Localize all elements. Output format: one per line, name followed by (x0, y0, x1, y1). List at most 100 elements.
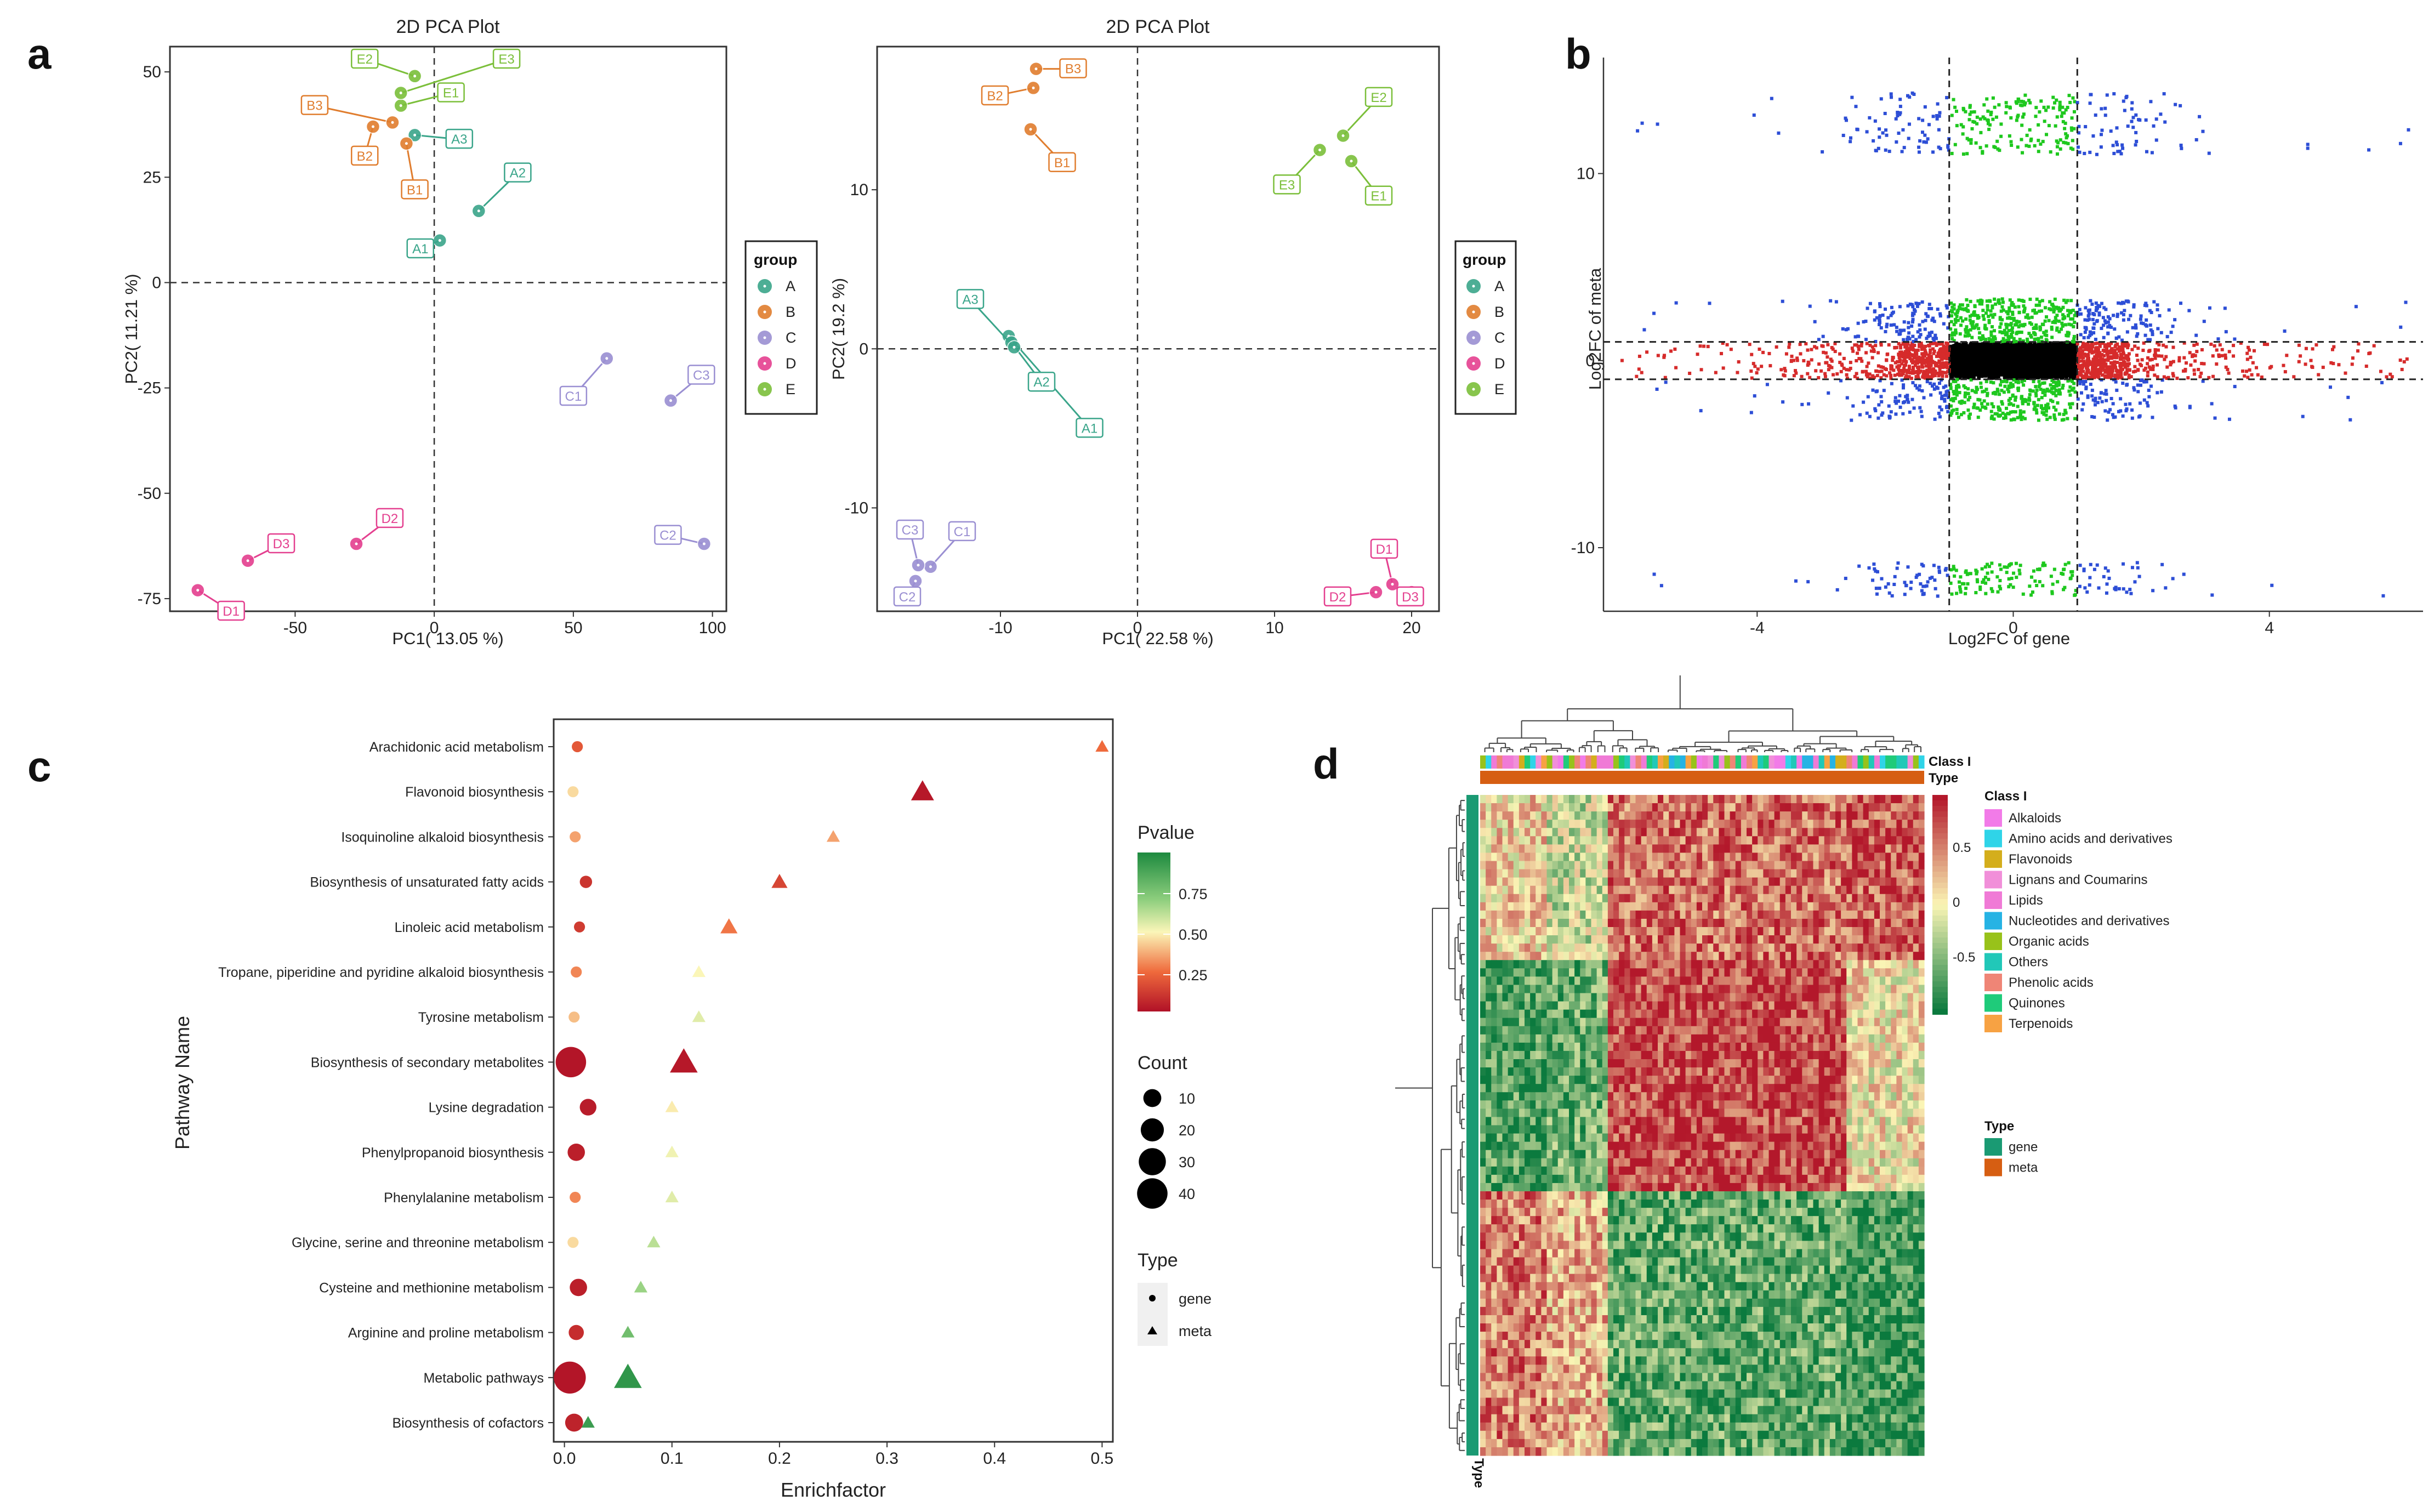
scatter-b-point (2153, 350, 2157, 354)
scatter-b-point (2398, 358, 2402, 362)
scatter-b-point (2188, 405, 2192, 408)
column-dendrogram (1484, 675, 1921, 752)
scatter-b-point (1849, 361, 1852, 365)
scatter-b-point (2123, 109, 2126, 112)
scatter-b-point (1935, 343, 1938, 347)
scatter-b-point (1669, 349, 1673, 353)
scatter-b-point (1935, 361, 1938, 365)
scatter-b-point (2037, 397, 2040, 401)
scatter-b-point (1853, 374, 1857, 378)
scatter-b-point (2007, 412, 2011, 416)
scatter-b-point (2009, 418, 2013, 422)
scatter-b-point (2189, 363, 2193, 367)
scatter-b-point (1817, 338, 1821, 342)
scatter-b-point (2034, 385, 2038, 389)
scatter-b-point (2066, 105, 2069, 109)
scatter-b-point (2032, 376, 2036, 380)
scatter-b-point (1879, 365, 1883, 369)
scatter-b-point (2090, 415, 2094, 419)
scatter-b-point (2119, 361, 2123, 365)
scatter-b-point (2090, 302, 2094, 306)
label-C1: C1 (954, 525, 971, 539)
scatter-b-point (2115, 312, 2119, 316)
scatter-b-point (2113, 365, 2117, 369)
scatter-b-point (2050, 336, 2054, 339)
scatter-b-point (1920, 365, 1924, 369)
scatter-b-point (1950, 373, 1954, 377)
meta-triangle (614, 1363, 642, 1388)
scatter-b-point (1933, 373, 1937, 377)
scatter-b-point (1994, 302, 1998, 306)
scatter-b-point (1901, 128, 1905, 132)
scatter-b-point (1955, 315, 1959, 319)
scatter-b-point (2053, 297, 2057, 301)
scatter-b-point (1736, 371, 1739, 374)
scatter-b-point (1991, 117, 1995, 121)
scatter-b-point (1887, 416, 1891, 420)
scatter-b-point (2055, 328, 2059, 332)
scatter-b-point (2241, 369, 2245, 373)
scatter-b-point (1884, 367, 1888, 371)
scatter-b-point (2191, 355, 2194, 359)
scatter-b-point (2055, 98, 2058, 102)
scatter-b-point (2024, 315, 2028, 319)
scatter-b-point (2007, 337, 2011, 341)
scatter-b-point (1938, 349, 1942, 353)
scatter-b-point (2100, 128, 2104, 132)
scatter-b-point (1992, 405, 1995, 408)
scatter-b-point (2056, 401, 2060, 405)
scatter-b-point (1937, 374, 1941, 378)
scatter-b-point (1968, 112, 1972, 116)
scatter-b-point (2061, 358, 2065, 362)
scatter-b-point (2077, 371, 2080, 374)
scatter-b-point (1986, 308, 1989, 312)
scatter-b-point (1979, 359, 1983, 363)
scatter-b-point (1865, 365, 1869, 368)
point-center-D2 (1374, 590, 1378, 594)
scatter-b-point (1986, 391, 1989, 395)
scatter-b-point (2098, 396, 2102, 400)
scatter-b-point (2123, 372, 2127, 376)
scatter-b-point (2050, 361, 2054, 365)
scatter-b-point (2021, 416, 2024, 419)
scatter-b-point (1902, 328, 1906, 332)
scatter-b-point (2028, 367, 2032, 371)
scatter-b-point (1849, 136, 1853, 140)
scatter-b-point (1984, 374, 1988, 378)
scatter-b-point (1975, 578, 1979, 582)
scatter-b-point (1884, 329, 1887, 333)
scatter-b-point (2038, 346, 2042, 350)
count-legend-label: 40 (1179, 1186, 1195, 1202)
scatter-b-point (2041, 362, 2045, 366)
scatter-b-point (2022, 383, 2026, 387)
scatter-b-point (2099, 353, 2102, 357)
scatter-b-point (2122, 318, 2125, 322)
scatter-b-point (1889, 323, 1893, 327)
scatter-b-point (1954, 386, 1958, 390)
scatter-b-point (2063, 373, 2067, 377)
scatter-b-point (1873, 309, 1877, 313)
scatter-b-point (2198, 375, 2202, 379)
scatter-b-point (1949, 302, 1953, 305)
scatter-b-point (1918, 323, 1921, 327)
scatter-b-point (1756, 367, 1760, 371)
scatter-b-point (1841, 327, 1845, 331)
scatter-b-point (2065, 356, 2068, 360)
scatter-b-point (2055, 354, 2059, 357)
scatter-b-point (2023, 359, 2027, 363)
label-E2: E2 (1370, 90, 1386, 105)
scatter-b-point (2010, 303, 2014, 307)
scatter-b-point (1930, 331, 1933, 334)
scatter-b-point (2009, 372, 2013, 376)
scatter-b-point (1966, 408, 1970, 412)
scatter-b-point (2023, 348, 2027, 352)
scatter-b-point (1964, 592, 1967, 595)
scatter-b-point (2054, 394, 2058, 397)
scatter-b-point (1989, 360, 1993, 363)
scatter-b-point (2100, 363, 2103, 367)
scatter-b-point (1971, 320, 1975, 323)
scatter-b-point (2077, 312, 2080, 316)
scatter-b-point (2130, 416, 2134, 420)
scatter-b-point (2164, 355, 2168, 359)
scatter-b-point (1932, 351, 1936, 355)
